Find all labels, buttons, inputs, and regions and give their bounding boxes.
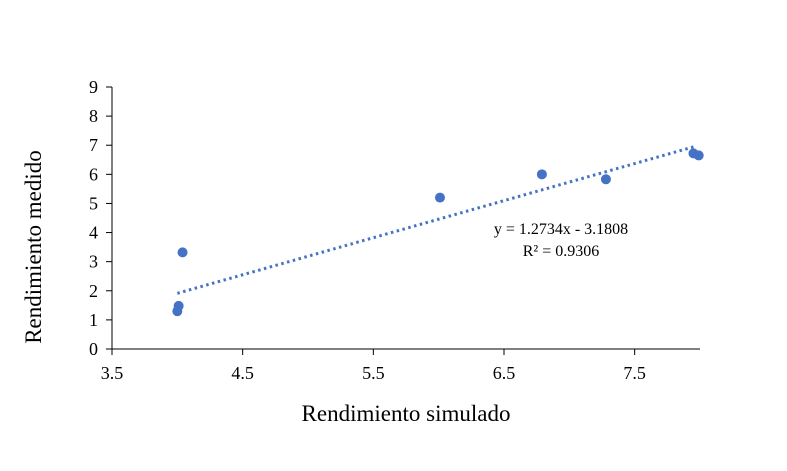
x-tick-label: 6.5	[493, 363, 516, 383]
y-tick-label: 4	[89, 223, 98, 243]
data-point	[536, 169, 547, 180]
x-tick-label: 3.5	[101, 363, 124, 383]
y-axis-title: Rendimiento medido	[21, 150, 46, 344]
trendline-r-squared: R² = 0.9306	[523, 243, 600, 260]
data-point	[693, 150, 704, 161]
x-axis-ticks: 3.5 4.5 5.5 6.5 7.5	[101, 349, 646, 383]
y-tick-label: 7	[89, 135, 98, 155]
x-tick-label: 4.5	[231, 363, 254, 383]
data-points	[172, 148, 704, 317]
y-tick-label: 1	[89, 310, 98, 330]
x-tick-label: 7.5	[623, 363, 646, 383]
y-tick-label: 5	[89, 193, 98, 213]
y-tick-label: 8	[89, 106, 98, 126]
trendline-equation: y = 1.2734x - 3.1808	[494, 221, 628, 238]
y-tick-label: 3	[89, 252, 98, 272]
y-tick-label: 0	[89, 339, 98, 359]
y-tick-label: 6	[89, 164, 98, 184]
data-point	[173, 300, 184, 311]
data-point	[600, 174, 611, 185]
y-axis-ticks: 0 1 2 3 4 5 6 7 8 9	[89, 77, 112, 359]
data-point	[177, 247, 188, 258]
y-tick-label: 9	[89, 77, 98, 97]
x-axis-title: Rendimiento simulado	[302, 401, 511, 426]
x-tick-label: 5.5	[362, 363, 385, 383]
data-point	[434, 192, 445, 203]
axes	[111, 87, 700, 350]
y-tick-label: 2	[89, 281, 98, 301]
